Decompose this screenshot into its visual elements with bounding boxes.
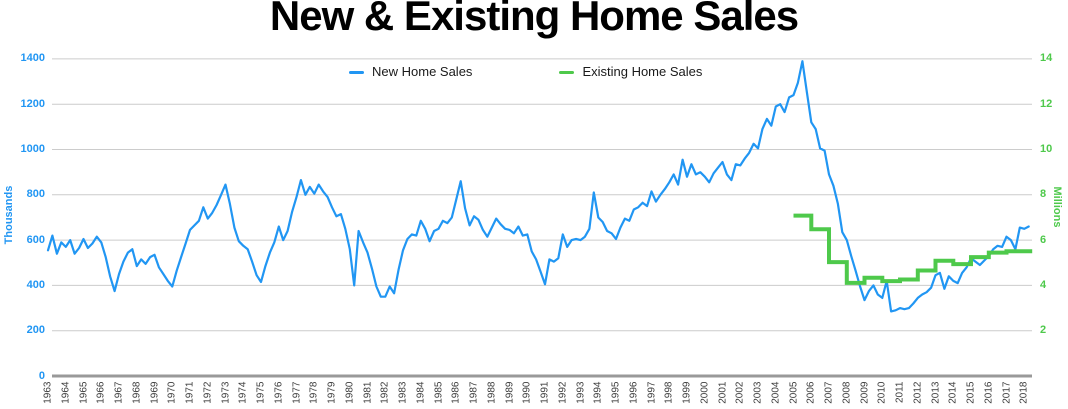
legend-swatch-new-home-sales-icon [349, 70, 364, 74]
chart-title: New & Existing Home Sales [269, 0, 799, 39]
left-y-tick-label: 0 [38, 369, 45, 382]
existing-home-sales-line [793, 213, 1033, 285]
left-y-tick-label: 200 [26, 324, 45, 337]
right-y-tick-label: 4 [1040, 278, 1047, 291]
right-y-tick-label: 8 [1040, 188, 1047, 201]
right-y-tick-label: 14 [1040, 52, 1053, 65]
legend-item-new-home-sales: New Home Sales [349, 65, 472, 79]
right-y-tick-label: 12 [1040, 97, 1053, 110]
right-y-tick-label: 2 [1040, 324, 1047, 337]
left-y-tick-label: 1000 [20, 143, 45, 155]
new-home-sales-line [46, 60, 1030, 313]
right-y-tick-label: 10 [1040, 143, 1053, 155]
left-y-tick-label: 800 [26, 188, 45, 201]
legend-label-new-home-sales: New Home Sales [372, 64, 473, 79]
left-y-tick-label: 1200 [20, 97, 45, 110]
left-y-tick-label: 400 [26, 278, 45, 291]
left-y-tick-label: 1400 [20, 52, 45, 65]
legend-label-existing-home-sales: Existing Home Sales [582, 64, 703, 79]
legend: New Home Sales Existing Home Sales [349, 65, 702, 79]
legend-item-existing-home-sales: Existing Home Sales [559, 65, 702, 79]
legend-swatch-existing-home-sales-icon [559, 70, 575, 74]
left-y-tick-label: 600 [26, 233, 45, 246]
right-y-tick-label: 6 [1040, 233, 1047, 246]
